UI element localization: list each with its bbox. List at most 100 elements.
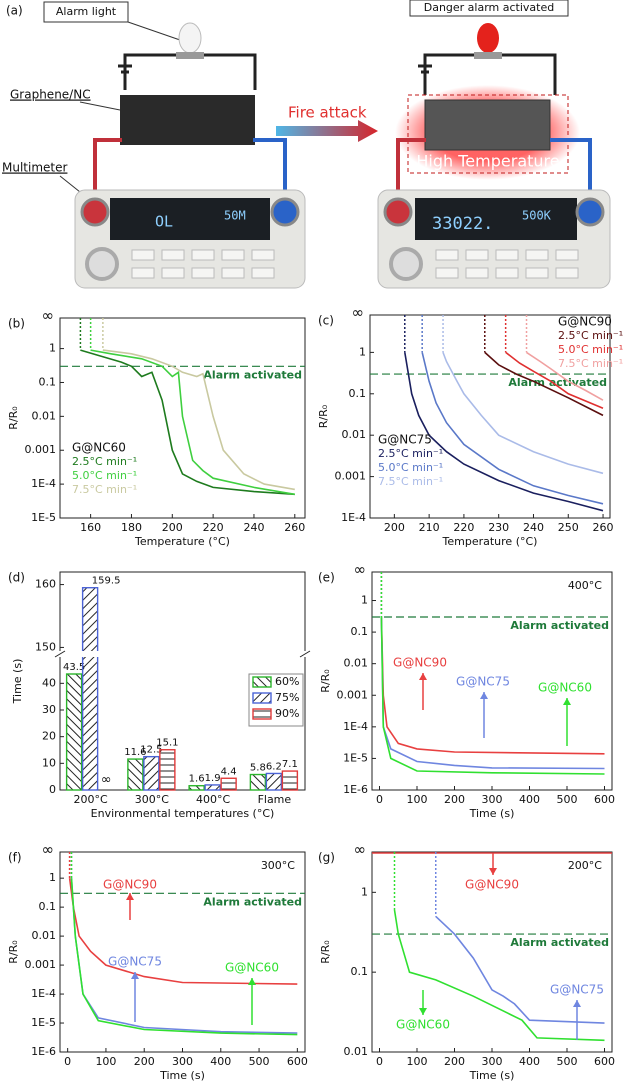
bulb-base	[176, 52, 204, 59]
value-label: 15.1	[156, 738, 178, 749]
x-tick-label: 180	[121, 521, 142, 534]
x-tick-label: 200	[134, 1055, 155, 1068]
x-axis-title: Temperature (°C)	[134, 535, 230, 548]
bar	[65, 673, 83, 791]
y-tick-label: 1E-5	[343, 751, 368, 764]
y-tick-label: 0.1	[351, 965, 369, 978]
y-tick-label: 0.01	[32, 409, 57, 422]
x-tick-label: 0	[376, 1055, 383, 1068]
legend-entry: 2.5°C min⁻¹	[558, 329, 623, 342]
legend-entry: 2.5°C min⁻¹	[378, 447, 443, 460]
pointer-arrow	[419, 1008, 427, 1015]
legend-entry: 5.0°C min⁻¹	[72, 469, 137, 482]
value-label: 1.6	[189, 774, 205, 785]
series-line	[421, 352, 604, 505]
series-line	[442, 352, 604, 475]
x-tick-label: 100	[407, 793, 428, 806]
pointer-arrow	[248, 978, 256, 985]
annotation: 400°C	[568, 579, 602, 592]
series-label: G@NC75	[456, 675, 510, 689]
alarm-label: Alarm activated	[203, 895, 302, 908]
legend-entry: 75%	[275, 691, 299, 704]
y-tick-label: 0.1	[351, 625, 369, 638]
wire	[550, 138, 592, 205]
pointer-arrow	[563, 698, 571, 705]
plot-frame	[369, 314, 611, 519]
panel-label: (b)	[8, 317, 25, 331]
series-line	[80, 349, 295, 496]
bar	[281, 770, 299, 791]
dial	[389, 247, 423, 281]
x-tick-label: 200	[384, 521, 405, 534]
y-axis-title: R/R₀	[319, 669, 332, 693]
y-tick-label: 1E-6	[343, 783, 368, 796]
y-tick-label: 0.1	[349, 387, 367, 400]
probe-socket	[383, 197, 413, 227]
sensor-block	[120, 95, 255, 145]
series-label: G@NC90	[103, 878, 157, 892]
y-tick-label: 1E-4	[31, 987, 56, 1000]
series-label: G@NC60	[225, 961, 279, 975]
series-line	[70, 878, 298, 1036]
pointer-arrow	[573, 1000, 581, 1007]
y-axis-title: R/R₀	[319, 940, 332, 964]
y-axis-title: Time (s)	[11, 659, 24, 705]
x-tick-label: 200	[444, 1055, 465, 1068]
legend-entry: 7.5°C min⁻¹	[558, 357, 623, 370]
x-tick-label: 240	[523, 521, 544, 534]
series-label: G@NC60	[396, 1018, 450, 1032]
callout-text: Danger alarm activated	[424, 1, 555, 14]
leader	[79, 101, 121, 111]
x-tick-label: 600	[594, 793, 615, 806]
x-tick-label: 240	[243, 521, 264, 534]
x-tick-label: 100	[407, 1055, 428, 1068]
y-tick-label: 0.01	[342, 428, 367, 441]
y-tick-label: ∞	[354, 841, 367, 859]
legend-entry: 60%	[275, 675, 299, 688]
x-tick-label: 250	[558, 521, 579, 534]
y-tick-label: 0.001	[25, 958, 57, 971]
series-line	[435, 915, 605, 1024]
buttons	[131, 249, 275, 279]
heat-zone	[407, 94, 569, 174]
pointer-arrow	[489, 868, 497, 875]
y-tick-label: 1E-4	[341, 511, 366, 524]
series-line	[102, 349, 295, 491]
x-axis-title: Time (s)	[159, 1069, 205, 1082]
display: 500K	[522, 209, 552, 223]
series-line	[393, 909, 605, 1042]
axis-break-mark	[299, 650, 311, 658]
panel-label: (g)	[318, 851, 335, 865]
y-tick-label: 1	[361, 594, 368, 607]
callout	[409, 0, 569, 17]
value-label: 6.2	[266, 761, 282, 772]
legend-title: G@NC75	[378, 433, 432, 447]
y-tick-label: 0.001	[337, 688, 369, 701]
bar	[249, 773, 267, 791]
value-label: 7.1	[282, 759, 298, 770]
alarm-label: Alarm activated	[203, 368, 302, 381]
diagram: (a) Alarm light Graphene/NC Multimeter O…	[2, 0, 611, 289]
legend-entry: 5.0°C min⁻¹	[558, 343, 623, 356]
x-tick-label: 260	[284, 521, 305, 534]
legend-title: G@NC60	[72, 441, 126, 455]
y-tick-label: 160	[35, 578, 56, 591]
series-line	[484, 351, 604, 417]
probe-socket	[575, 197, 605, 227]
bar	[127, 758, 144, 791]
callout-text: Multimeter	[2, 161, 67, 175]
callout-text: Graphene/NC	[10, 88, 91, 102]
bulb-lit	[477, 23, 499, 53]
y-tick-label: ∞	[42, 841, 55, 859]
x-tick-label: 260	[593, 521, 614, 534]
y-tick-label: 0.1	[39, 900, 57, 913]
leader	[127, 21, 181, 41]
x-axis-title: Time (s)	[469, 1069, 515, 1082]
y-tick-label: ∞	[354, 561, 367, 579]
alarm-label: Alarm activated	[508, 376, 607, 389]
series-label: G@NC60	[538, 681, 592, 695]
y-tick-label: 1	[49, 342, 56, 355]
series-label: G@NC75	[108, 955, 162, 969]
x-tick-label: 0	[376, 793, 383, 806]
